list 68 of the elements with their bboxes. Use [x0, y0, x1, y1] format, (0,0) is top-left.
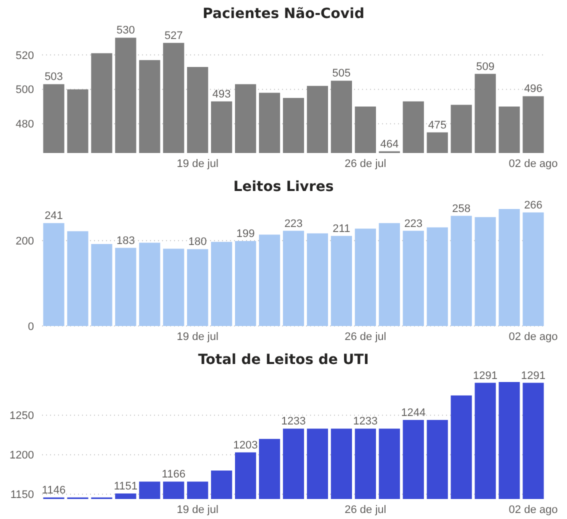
bar [522, 212, 544, 326]
bar [306, 233, 328, 326]
data-label: 241 [44, 210, 63, 222]
bar [378, 223, 400, 326]
bar [330, 236, 352, 326]
y-tick-label: 1150 [10, 489, 34, 502]
data-label: 1151 [114, 480, 138, 492]
bar [474, 217, 496, 326]
bar [235, 241, 256, 326]
x-tick-label: 19 de jul [176, 158, 218, 170]
data-label: 527 [164, 30, 183, 42]
data-label: 493 [212, 88, 231, 100]
data-label: 180 [188, 236, 207, 248]
x-tick-label: 02 de ago [508, 504, 558, 516]
data-label: 199 [236, 228, 255, 240]
bar [282, 230, 304, 326]
y-tick-label: 1250 [10, 410, 34, 422]
data-label: 1291 [521, 370, 546, 382]
bar [163, 248, 184, 326]
x-tick-label: 26 de jul [344, 331, 386, 343]
x-tick-label: 02 de ago [508, 158, 558, 170]
data-label: 1233 [281, 416, 306, 428]
data-label: 1233 [353, 416, 378, 428]
data-label: 503 [44, 71, 63, 84]
data-label: 1244 [401, 406, 426, 419]
data-label: 475 [428, 119, 447, 132]
bar [211, 242, 232, 326]
data-label: 509 [476, 60, 494, 73]
data-label: 266 [524, 199, 542, 212]
chart-title: Pacientes Não-Covid [202, 6, 364, 22]
y-tick-label: 200 [16, 235, 34, 248]
data-label: 1291 [473, 370, 498, 382]
data-label: 223 [284, 218, 303, 230]
data-label: 1203 [233, 439, 258, 452]
data-label: 258 [452, 202, 471, 215]
y-tick-label: 480 [16, 118, 34, 131]
bar [91, 244, 112, 326]
bar [115, 248, 136, 326]
data-label: 530 [116, 24, 135, 37]
data-label: 496 [524, 83, 542, 96]
data-label: 1166 [162, 468, 186, 481]
data-label: 183 [116, 234, 135, 247]
data-label: 223 [404, 218, 423, 230]
data-label: 464 [380, 138, 399, 150]
y-tick-label: 500 [16, 84, 34, 96]
bar [354, 228, 376, 326]
bar [43, 223, 64, 326]
bar [426, 227, 448, 326]
chart-title: Leitos Livres [233, 179, 334, 195]
bar [402, 230, 424, 326]
bar [498, 209, 520, 326]
y-tick-label: 1200 [10, 450, 34, 462]
data-label: 505 [332, 68, 351, 80]
x-tick-label: 19 de jul [176, 331, 218, 343]
bar [139, 242, 160, 326]
bar [67, 231, 88, 326]
x-tick-label: 26 de jul [344, 504, 386, 516]
chart-title: Total de Leitos de UTI [198, 352, 369, 368]
x-tick-label: 19 de jul [176, 504, 218, 516]
data-label: 1146 [42, 484, 66, 496]
y-tick-label: 0 [28, 320, 34, 333]
bar [187, 249, 208, 326]
bar [258, 234, 280, 326]
data-label: 211 [332, 222, 350, 235]
x-tick-label: 02 de ago [508, 331, 558, 343]
bar [450, 216, 472, 326]
x-tick-label: 26 de jul [344, 158, 386, 170]
y-tick-label: 520 [16, 50, 34, 62]
